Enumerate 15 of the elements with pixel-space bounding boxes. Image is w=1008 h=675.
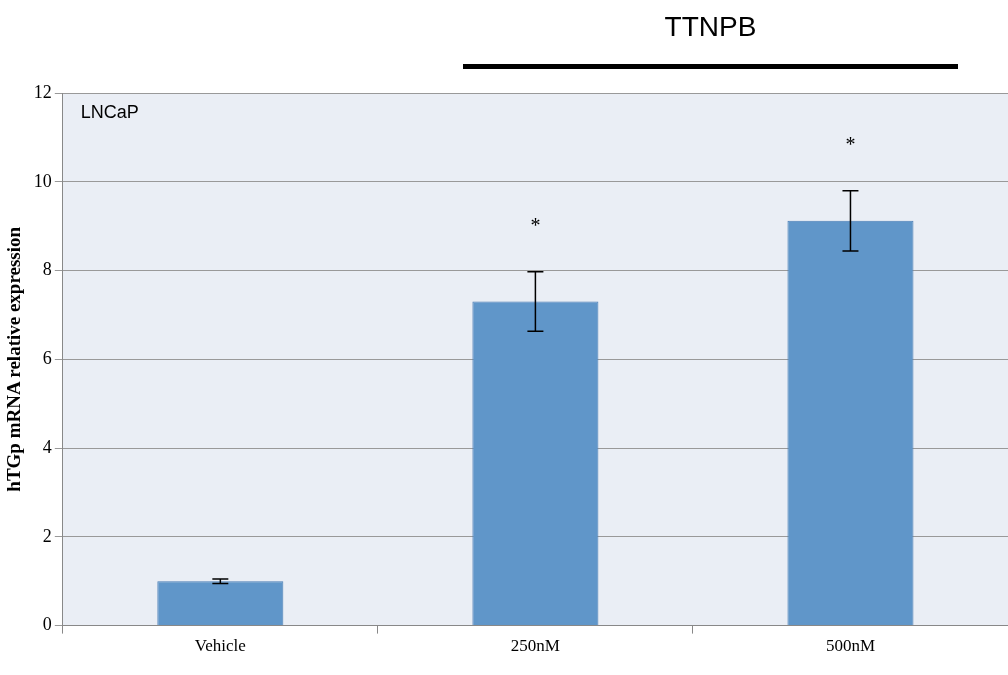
y-tick-label: 2: [42, 525, 52, 546]
annotation: *: [530, 214, 541, 237]
y-tick-label: 4: [42, 436, 52, 457]
y-tick-label: 8: [42, 259, 52, 280]
x-tick-label: 250nM: [510, 636, 560, 656]
x-tick-label: 500nM: [825, 636, 876, 656]
text: TTNPB: [664, 10, 757, 42]
y-tick-label: 10: [33, 170, 52, 191]
annotation: LNCaP: [80, 101, 139, 122]
x-tick-label: Vehicle: [194, 636, 246, 656]
y-tick-label: 0: [42, 614, 52, 635]
y-tick-label: 12: [33, 81, 52, 102]
y-tick-label: 6: [42, 348, 52, 369]
y-axis-title: hTGp mRNA relative expression: [3, 226, 25, 492]
annotation: *: [845, 132, 856, 155]
